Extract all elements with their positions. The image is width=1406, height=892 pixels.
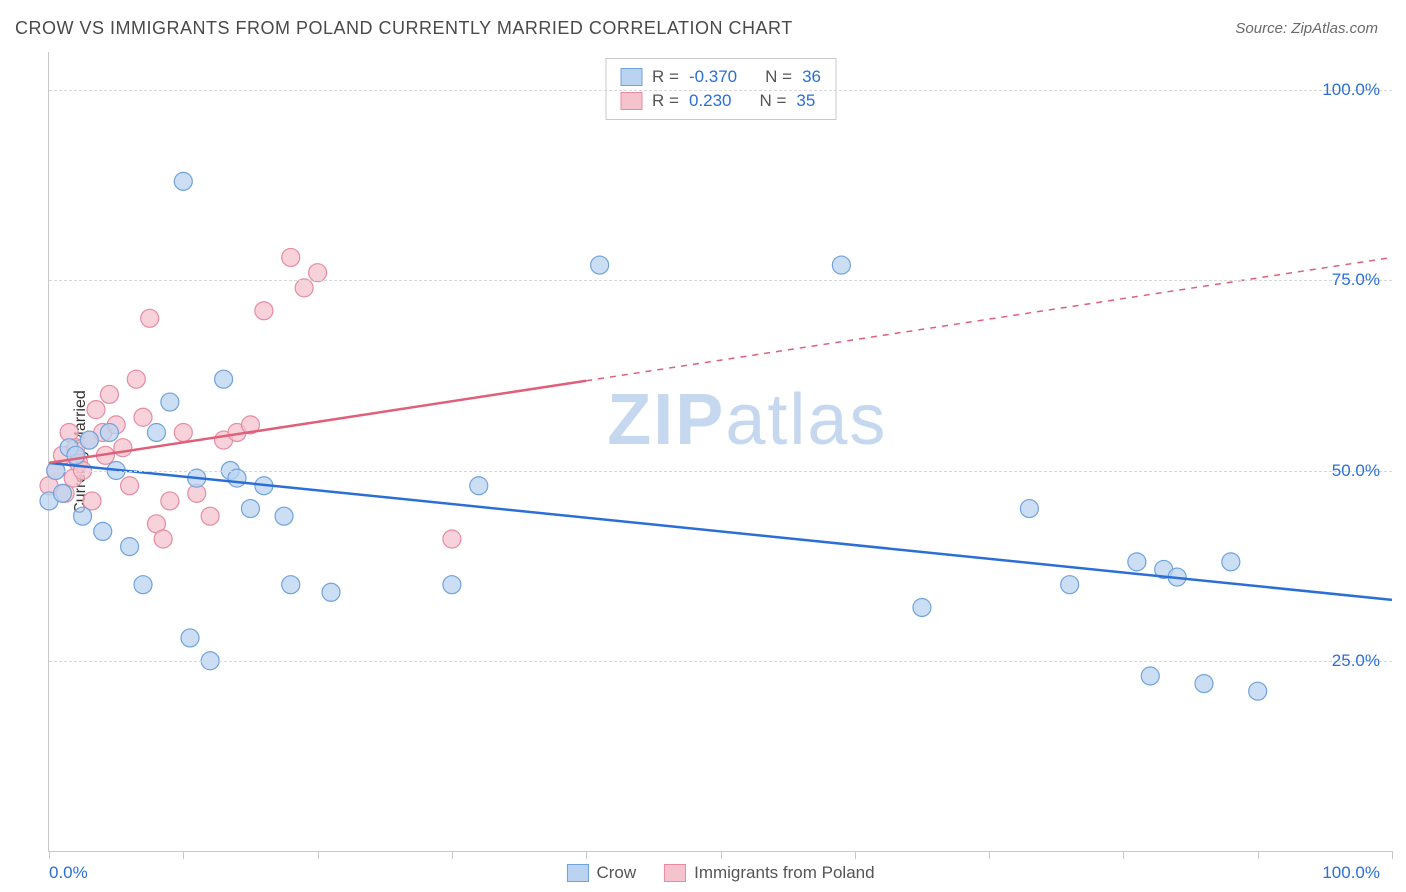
- stats-swatch: [620, 68, 642, 86]
- scatter-point: [121, 538, 139, 556]
- x-tick: [586, 851, 587, 859]
- x-tick: [855, 851, 856, 859]
- source-name: ZipAtlas.com: [1291, 20, 1378, 37]
- stats-r-value: -0.370: [689, 67, 737, 87]
- grid-line: [49, 280, 1392, 281]
- scatter-point: [275, 507, 293, 525]
- scatter-point: [100, 385, 118, 403]
- legend: Crow Immigrants from Poland: [566, 863, 874, 883]
- chart-title: CROW VS IMMIGRANTS FROM POLAND CURRENTLY…: [15, 18, 793, 39]
- scatter-point: [1141, 667, 1159, 685]
- scatter-point: [470, 477, 488, 495]
- scatter-point: [1195, 675, 1213, 693]
- x-tick: [989, 851, 990, 859]
- x-tick: [318, 851, 319, 859]
- x-tick: [452, 851, 453, 859]
- scatter-point: [913, 598, 931, 616]
- stats-swatch: [620, 92, 642, 110]
- scatter-point: [94, 522, 112, 540]
- stats-r-label: R =: [652, 67, 679, 87]
- scatter-point: [134, 408, 152, 426]
- scatter-point: [322, 583, 340, 601]
- chart-container: Currently Married ZIPatlas R =-0.370N =3…: [48, 52, 1392, 852]
- scatter-point: [121, 477, 139, 495]
- legend-swatch: [664, 864, 686, 882]
- scatter-point: [228, 469, 246, 487]
- x-axis-min-label: 0.0%: [49, 863, 88, 883]
- x-tick: [49, 851, 50, 859]
- scatter-point: [141, 309, 159, 327]
- plot-svg: [49, 52, 1392, 851]
- chart-source: Source: ZipAtlas.com: [1235, 20, 1378, 37]
- scatter-point: [1249, 682, 1267, 700]
- y-tick-label: 100.0%: [1322, 80, 1380, 100]
- scatter-point: [174, 172, 192, 190]
- x-axis-max-label: 100.0%: [1322, 863, 1380, 883]
- source-label: Source:: [1235, 20, 1287, 37]
- legend-label: Crow: [596, 863, 636, 883]
- x-tick: [183, 851, 184, 859]
- scatter-point: [241, 500, 259, 518]
- scatter-point: [282, 576, 300, 594]
- stats-n-value: 35: [796, 91, 815, 111]
- scatter-point: [443, 530, 461, 548]
- scatter-point: [100, 423, 118, 441]
- scatter-point: [114, 439, 132, 457]
- scatter-point: [1128, 553, 1146, 571]
- x-tick: [1123, 851, 1124, 859]
- scatter-point: [174, 423, 192, 441]
- scatter-point: [591, 256, 609, 274]
- scatter-point: [67, 446, 85, 464]
- stats-box: R =-0.370N =36R = 0.230N =35: [605, 58, 836, 120]
- scatter-point: [282, 248, 300, 266]
- scatter-point: [1061, 576, 1079, 594]
- scatter-point: [832, 256, 850, 274]
- x-tick: [1258, 851, 1259, 859]
- trend-line: [49, 463, 1392, 600]
- scatter-point: [161, 393, 179, 411]
- scatter-point: [161, 492, 179, 510]
- stats-row: R = 0.230 N = 35: [620, 89, 821, 113]
- scatter-point: [201, 507, 219, 525]
- y-tick-label: 50.0%: [1332, 461, 1380, 481]
- grid-line: [49, 90, 1392, 91]
- legend-item: Crow: [566, 863, 636, 883]
- x-tick: [721, 851, 722, 859]
- stats-r-label: R =: [652, 91, 679, 111]
- legend-item: Immigrants from Poland: [664, 863, 874, 883]
- legend-label: Immigrants from Poland: [694, 863, 874, 883]
- stats-row: R = -0.370 N = 36: [620, 65, 821, 89]
- stats-n-label: N =: [765, 67, 792, 87]
- trend-line-dashed: [586, 257, 1392, 380]
- scatter-point: [80, 431, 98, 449]
- scatter-point: [215, 370, 233, 388]
- scatter-point: [154, 530, 172, 548]
- scatter-point: [255, 302, 273, 320]
- scatter-point: [53, 484, 71, 502]
- scatter-point: [181, 629, 199, 647]
- y-tick-label: 25.0%: [1332, 651, 1380, 671]
- x-tick: [1392, 851, 1393, 859]
- stats-n-value: 36: [802, 67, 821, 87]
- scatter-point: [295, 279, 313, 297]
- stats-r-value: 0.230: [689, 91, 732, 111]
- scatter-point: [127, 370, 145, 388]
- scatter-point: [134, 576, 152, 594]
- y-tick-label: 75.0%: [1332, 270, 1380, 290]
- scatter-point: [443, 576, 461, 594]
- stats-n-label: N =: [759, 91, 786, 111]
- scatter-point: [1222, 553, 1240, 571]
- chart-header: CROW VS IMMIGRANTS FROM POLAND CURRENTLY…: [0, 0, 1406, 49]
- scatter-point: [309, 264, 327, 282]
- scatter-point: [147, 423, 165, 441]
- scatter-point: [87, 401, 105, 419]
- scatter-point: [74, 507, 92, 525]
- grid-line: [49, 471, 1392, 472]
- grid-line: [49, 661, 1392, 662]
- scatter-point: [1020, 500, 1038, 518]
- trend-line: [49, 381, 586, 463]
- legend-swatch: [566, 864, 588, 882]
